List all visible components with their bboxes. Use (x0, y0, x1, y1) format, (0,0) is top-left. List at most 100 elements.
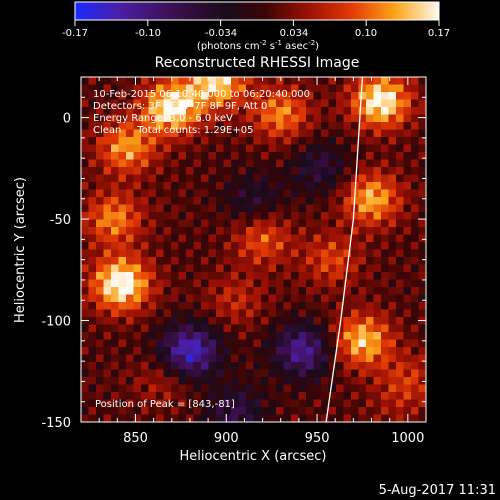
heatmap-cell (261, 324, 270, 333)
heatmap-cell (103, 167, 112, 176)
heatmap-cell (186, 324, 195, 333)
heatmap-cell (328, 272, 337, 281)
heatmap-cell (231, 167, 240, 176)
heatmap-cell (103, 152, 112, 161)
heatmap-cell (118, 354, 127, 363)
heatmap-cell (238, 384, 247, 393)
heatmap-cell (163, 309, 172, 318)
heatmap-cell (336, 257, 345, 266)
heatmap-cell (208, 362, 217, 371)
heatmap-cell (396, 302, 405, 311)
heatmap-cell (261, 362, 270, 371)
heatmap-cell (268, 302, 277, 311)
heatmap-cell (148, 227, 157, 236)
heatmap-cell (291, 144, 300, 153)
heatmap-cell (388, 234, 397, 243)
heatmap-cell (298, 264, 307, 273)
heatmap-cell (418, 309, 426, 318)
heatmap-cell (291, 377, 300, 386)
heatmap-cell (291, 99, 300, 108)
heatmap-cell (163, 332, 172, 341)
heatmap-cell (261, 287, 270, 296)
heatmap-cell (81, 219, 90, 228)
heatmap-cell (88, 302, 97, 311)
heatmap-cell (103, 377, 112, 386)
heatmap-cell (193, 414, 202, 422)
heatmap-cell (126, 257, 135, 266)
heatmap-cell (306, 279, 315, 288)
heatmap-cell (321, 92, 330, 101)
heatmap-cell (313, 227, 322, 236)
heatmap-cell (358, 362, 367, 371)
heatmap-cell (103, 99, 112, 108)
heatmap-cell (321, 114, 330, 123)
heatmap-cell (336, 152, 345, 161)
heatmap-cell (298, 137, 307, 146)
heatmap-cell (328, 392, 337, 401)
heatmap-cell (186, 242, 195, 251)
heatmap-cell (111, 92, 120, 101)
heatmap-cell (276, 167, 285, 176)
heatmap-cell (118, 309, 127, 318)
heatmap-cell (283, 339, 292, 348)
heatmap-cell (171, 399, 180, 408)
heatmap-cell (306, 369, 315, 378)
heatmap-cell (156, 392, 165, 401)
heatmap-cell (163, 302, 172, 311)
heatmap-cell (283, 272, 292, 281)
heatmap-cell (193, 129, 202, 138)
heatmap-cell (223, 189, 232, 198)
heatmap-cell (216, 249, 225, 258)
heatmap-cell (141, 317, 150, 326)
heatmap-cell (246, 159, 255, 168)
heatmap-cell (223, 287, 232, 296)
heatmap-cell (418, 167, 426, 176)
heatmap-cell (306, 212, 315, 221)
heatmap-cell (366, 152, 375, 161)
heatmap-cell (163, 272, 172, 281)
heatmap-cell (238, 159, 247, 168)
heatmap-cell (268, 137, 277, 146)
heatmap-cell (268, 362, 277, 371)
heatmap-cell (291, 354, 300, 363)
heatmap-cell (328, 287, 337, 296)
heatmap-cell (186, 219, 195, 228)
heatmap-cell (261, 189, 270, 198)
heatmap-cell (381, 159, 390, 168)
heatmap-cell (381, 92, 390, 101)
heatmap-cell (111, 107, 120, 116)
heatmap-cell (403, 234, 412, 243)
heatmap-cell (388, 92, 397, 101)
heatmap-cell (186, 369, 195, 378)
heatmap-cell (111, 212, 120, 221)
heatmap-cell (313, 107, 322, 116)
heatmap-cell (238, 332, 247, 341)
heatmap-cell (231, 294, 240, 303)
heatmap-cell (253, 264, 262, 273)
heatmap-cell (321, 257, 330, 266)
heatmap-cell (403, 332, 412, 341)
heatmap-cell (88, 219, 97, 228)
heatmap-cell (201, 159, 210, 168)
heatmap-cell (403, 287, 412, 296)
heatmap-cell (321, 144, 330, 153)
heatmap-cell (298, 77, 307, 86)
heatmap-cell (238, 122, 247, 131)
heatmap-cell (126, 264, 135, 273)
heatmap-cell (163, 114, 172, 123)
colorbar-ticks (74, 20, 440, 26)
heatmap-cell (186, 377, 195, 386)
heatmap-cell (268, 332, 277, 341)
heatmap-cell (283, 407, 292, 416)
heatmap-cell (111, 347, 120, 356)
heatmap-cell (223, 77, 232, 86)
heatmap-cell (351, 399, 360, 408)
heatmap-cell (268, 167, 277, 176)
heatmap-cell (171, 257, 180, 266)
heatmap-cell (208, 137, 217, 146)
heatmap-cell (388, 144, 397, 153)
heatmap-cell (418, 384, 426, 393)
heatmap-cell (96, 272, 105, 281)
heatmap-cell (216, 302, 225, 311)
heatmap-cell (313, 212, 322, 221)
